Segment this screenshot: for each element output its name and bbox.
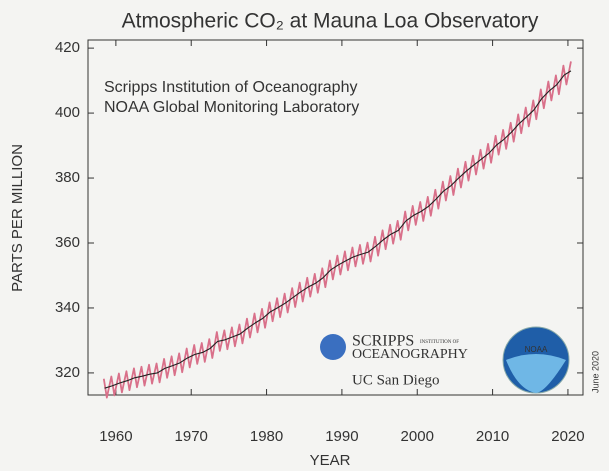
y-axis-label: PARTS PER MILLION bbox=[9, 144, 26, 292]
x-tick-label: 1960 bbox=[99, 428, 132, 445]
y-tick-label: 360 bbox=[55, 234, 80, 251]
x-tick-label: 2000 bbox=[401, 428, 434, 445]
x-tick-label: 1990 bbox=[325, 428, 358, 445]
logo-text: INSTITUTION OF bbox=[420, 340, 459, 345]
plot-frame bbox=[87, 39, 584, 396]
x-tick-label: 2010 bbox=[476, 428, 509, 445]
logo-text: OCEANOGRAPHY bbox=[352, 347, 468, 362]
date-note: June 2020 bbox=[590, 351, 600, 393]
noaa-logo-wave bbox=[506, 354, 566, 393]
x-axis-label: YEAR bbox=[310, 452, 351, 469]
logo-text: UC San Diego bbox=[352, 372, 440, 388]
annotation: Scripps Institution of Oceanography bbox=[104, 79, 357, 96]
y-tick-label: 400 bbox=[55, 104, 80, 121]
x-tick-label: 1980 bbox=[250, 428, 283, 445]
x-tick-label: 1970 bbox=[175, 428, 208, 445]
y-tick-label: 380 bbox=[55, 169, 80, 186]
x-tick-label: 2020 bbox=[551, 428, 584, 445]
annotation: NOAA Global Monitoring Laboratory bbox=[104, 99, 359, 116]
scripps-logo bbox=[320, 334, 346, 360]
logo-text: NOAA bbox=[525, 345, 548, 354]
chart-title: Atmospheric CO₂ at Mauna Loa Observatory bbox=[122, 10, 539, 33]
y-tick-label: 320 bbox=[55, 364, 80, 381]
y-tick-label: 420 bbox=[55, 39, 80, 56]
data-line bbox=[102, 61, 572, 399]
y-tick-label: 340 bbox=[55, 299, 80, 316]
logo-text: SCRIPPS bbox=[352, 333, 414, 350]
data-line bbox=[104, 70, 572, 389]
